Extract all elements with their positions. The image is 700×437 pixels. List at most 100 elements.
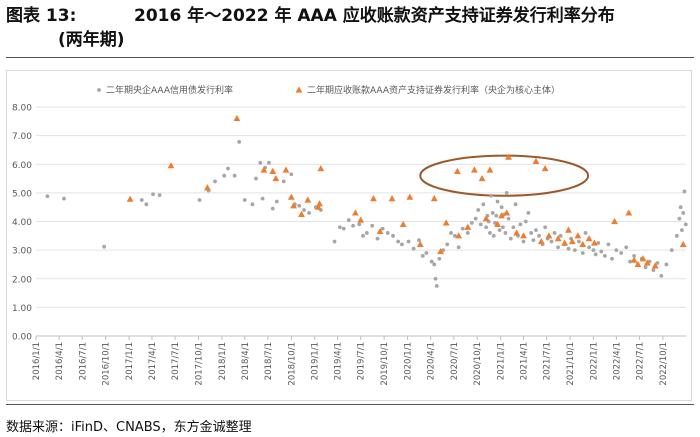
triangle-point (537, 237, 545, 245)
triangle-point (370, 195, 377, 202)
circle-point (361, 233, 365, 238)
triangle-point (505, 153, 512, 160)
x-tick-label: 2021/4/1 (520, 342, 530, 380)
circle-point (521, 239, 526, 244)
triangle-point (269, 167, 277, 175)
circle-point (258, 160, 263, 165)
circle-point (476, 208, 481, 212)
circle-point (197, 198, 202, 202)
triangle-point (442, 219, 450, 226)
circle-point (619, 251, 624, 255)
circle-point (537, 233, 541, 238)
circle-point (370, 223, 375, 228)
legend: 二年期央企AAA信用债发行利率 二年期应收账款AAA资产支持证券发行利率（央企为核… (97, 84, 560, 96)
circle-point (45, 194, 50, 199)
y-tick-label: 6.00 (12, 161, 32, 171)
title-line-2: (两年期) (58, 30, 125, 50)
x-tick-label: 2017/10/1 (195, 342, 205, 386)
circle-point (643, 265, 648, 270)
triangle-point (376, 227, 384, 235)
triangle-point (298, 210, 305, 217)
circle-point (508, 236, 513, 241)
circle-point (591, 248, 596, 253)
x-tick-label: 2020/1/1 (404, 342, 414, 380)
triangle-point (498, 212, 506, 219)
triangle-point (585, 235, 593, 242)
x-tick-label: 2016/4/1 (55, 342, 65, 380)
triangle-point (625, 209, 633, 216)
y-tick-label: 5.00 (12, 189, 32, 199)
x-tick-label: 2022/1/1 (589, 342, 599, 380)
legend-label-abs: 二年期应收账款AAA资产支持证券发行利率（央企为核心主体） (307, 84, 560, 96)
triangle-point (290, 202, 298, 209)
triangle-point (643, 259, 651, 266)
triangle-point (388, 195, 396, 202)
circle-point (424, 251, 429, 255)
figure-title: 图表 13: 2016 年～2022 年 AAA 应收账款资产支持证券发行利率分布… (6, 4, 696, 52)
triangle-point (304, 196, 312, 203)
circle-point (260, 196, 265, 201)
x-tick-label: 2020/10/1 (473, 342, 483, 386)
circle-point (659, 273, 664, 278)
series-abs-points (126, 114, 687, 269)
circle-point (351, 223, 356, 228)
x-tick-label: 2018/7/1 (264, 342, 274, 380)
circle-point (139, 198, 144, 202)
x-tick-label: 2017/4/1 (148, 342, 158, 380)
circle-point (490, 211, 495, 215)
circle-point (237, 140, 242, 144)
circle-point (518, 222, 523, 227)
circle-point (242, 198, 247, 202)
x-tick-label: 2017/1/1 (125, 342, 135, 380)
circle-point (357, 222, 362, 227)
circle-point (432, 262, 437, 267)
circle-point (596, 241, 601, 245)
triangle-point (591, 239, 598, 246)
circle-point (534, 228, 538, 232)
circle-point (364, 231, 369, 235)
circle-point (497, 228, 502, 232)
triangle-point (574, 232, 582, 239)
source-rule (6, 404, 694, 405)
data-points (45, 114, 688, 288)
triangle-point (532, 157, 540, 164)
x-tick-label: 2019/10/1 (380, 342, 390, 386)
triangle-point (430, 195, 438, 202)
circle-point (674, 233, 679, 238)
triangle-point (482, 215, 490, 222)
circle-point (669, 248, 674, 253)
circle-point (411, 246, 416, 251)
circle-point (434, 284, 439, 288)
circle-point (577, 239, 581, 244)
y-tick-label: 7.00 (12, 132, 32, 142)
circle-point (406, 239, 411, 244)
circle-point (655, 261, 660, 265)
circle-point (677, 216, 682, 221)
triangle-point (568, 237, 576, 245)
triangle-point (561, 239, 569, 246)
circle-point (572, 248, 577, 253)
y-tick-label: 0.00 (12, 333, 32, 343)
circle-point (682, 189, 687, 194)
circle-point (506, 216, 511, 221)
x-tick-label: 2021/7/1 (543, 342, 553, 380)
circle-point (274, 199, 279, 204)
x-tick-label: 2016/1/1 (32, 342, 42, 380)
circle-point (478, 222, 483, 227)
legend-marker-bond (97, 88, 101, 92)
circle-point (580, 251, 585, 255)
chart-frame (6, 70, 692, 401)
circle-point (250, 202, 255, 207)
circle-point (396, 239, 401, 244)
circle-point (481, 202, 486, 207)
x-tick-label: 2022/7/1 (635, 342, 645, 380)
circle-point (341, 226, 346, 231)
circle-point (624, 245, 629, 250)
circle-point (593, 252, 598, 257)
triangle-point (513, 229, 521, 236)
circle-point (157, 193, 162, 198)
y-tick-label: 1.00 (12, 304, 32, 314)
triangle-point (565, 226, 572, 233)
circle-point (151, 192, 155, 197)
circle-point (489, 193, 494, 198)
